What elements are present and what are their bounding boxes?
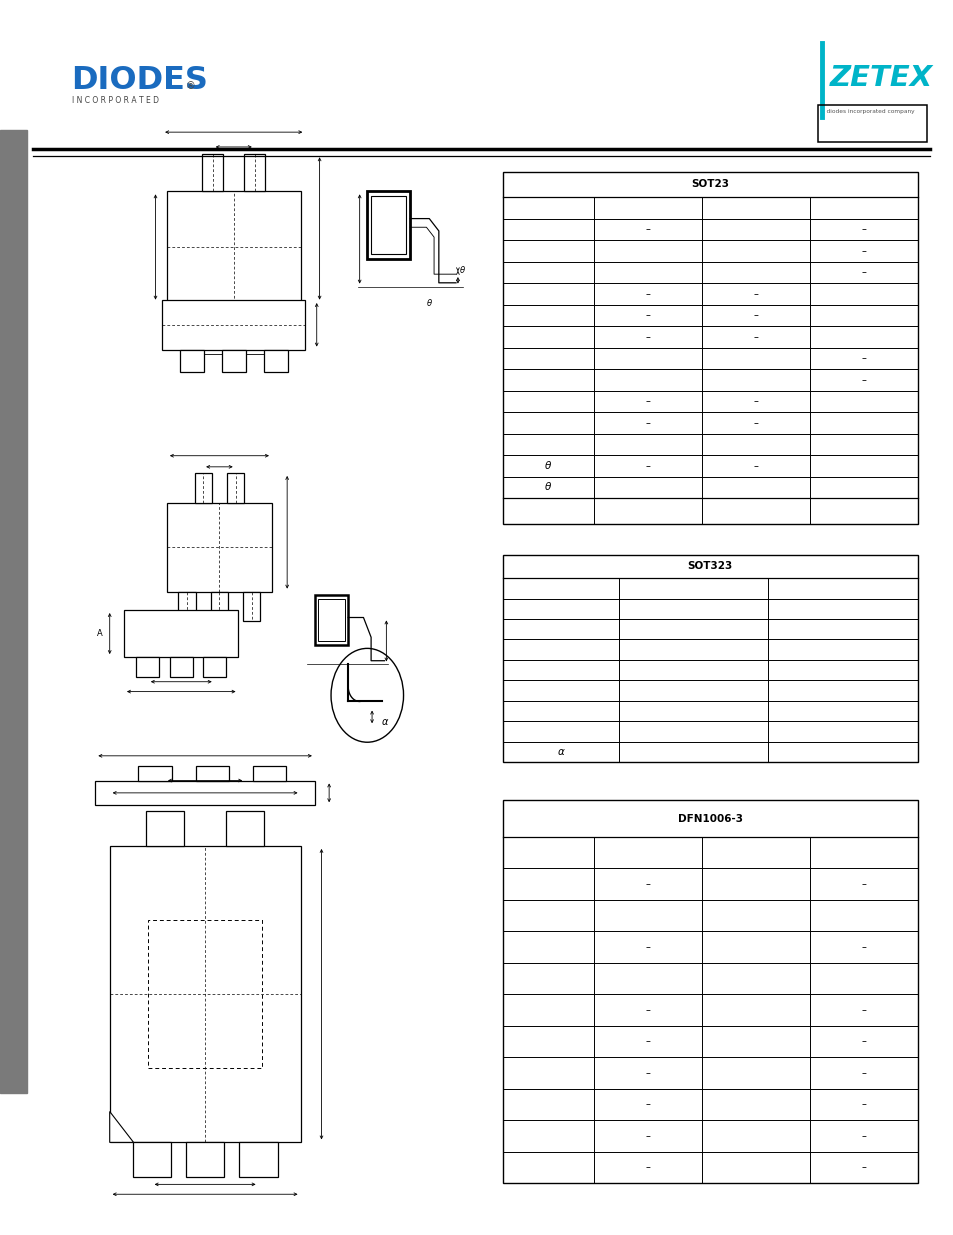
Bar [211,592,228,621]
Bar [202,154,223,191]
Bar [221,350,246,372]
Text: –: – [861,1005,865,1015]
Text: –: – [645,879,650,889]
Text: –: – [645,289,650,299]
Text: –: – [861,353,865,363]
Bar [317,599,345,641]
Bar [314,595,348,645]
Text: –: – [645,1162,650,1172]
Bar [253,766,286,781]
Bar [195,766,229,781]
Text: –: – [861,1036,865,1046]
Text: –: – [861,942,865,952]
Text: –: – [753,310,758,320]
Text: –: – [645,396,650,406]
Text: θ: θ [459,266,465,275]
Text: –: – [861,879,865,889]
Text: –: – [753,396,758,406]
Text: –: – [753,289,758,299]
Text: –: – [645,1068,650,1078]
Text: θ: θ [545,461,551,471]
Bar [227,473,244,503]
Text: –: – [753,417,758,427]
Bar [136,657,159,677]
Bar [265,303,286,340]
Text: –: – [861,1131,865,1141]
Text: –: – [645,417,650,427]
Bar [181,303,202,340]
Text: SOT23: SOT23 [691,179,728,189]
Bar [178,592,195,621]
Bar [170,657,193,677]
Bar [138,766,172,781]
Bar [186,1142,224,1177]
Bar [194,473,212,503]
Text: SOT323: SOT323 [687,562,732,572]
Text: –: – [645,1005,650,1015]
Text: –: – [645,1099,650,1109]
Text: –: – [861,246,865,256]
Bar [502,172,917,524]
Text: α: α [557,747,564,757]
Bar [179,350,204,372]
Bar [203,657,226,677]
Text: –: – [861,1099,865,1109]
Text: DFN1006-3: DFN1006-3 [677,814,742,824]
Bar [162,300,305,350]
Bar [0,130,27,1093]
Text: –: – [753,461,758,471]
Text: –: – [861,225,865,235]
Polygon shape [110,1112,133,1142]
Bar [167,503,272,592]
Bar [95,781,314,805]
Bar [244,154,265,191]
Bar [223,303,244,340]
Text: –: – [861,1162,865,1172]
Bar [148,920,262,1068]
Bar [167,191,300,303]
Text: –: – [645,225,650,235]
Text: –: – [861,375,865,385]
Bar [239,1142,277,1177]
Text: I N C O R P O R A T E D: I N C O R P O R A T E D [71,95,158,105]
Text: DIODES: DIODES [71,64,208,96]
Bar [371,196,406,254]
Text: ZETEX: ZETEX [829,64,932,91]
Bar [502,555,917,762]
Text: θ: θ [545,483,551,493]
Text: –: – [861,1068,865,1078]
Text: α: α [381,718,387,727]
Text: –: – [645,461,650,471]
Text: –: – [861,268,865,278]
Text: θ: θ [426,299,432,309]
Text: ®: ® [186,82,195,91]
Bar [226,811,264,846]
Bar [146,811,184,846]
Bar [110,846,300,1142]
Bar [502,800,917,1183]
Text: –: – [645,1131,650,1141]
Bar [367,191,410,259]
Text: –: – [753,332,758,342]
Text: a diodes incorporated company: a diodes incorporated company [821,109,914,114]
Bar [817,105,926,142]
Bar [132,1142,171,1177]
Bar [263,350,288,372]
Text: –: – [645,1036,650,1046]
Text: –: – [645,942,650,952]
Text: A: A [97,629,103,638]
Bar [243,592,260,621]
Text: –: – [645,310,650,320]
Text: –: – [645,332,650,342]
Bar [124,610,238,657]
